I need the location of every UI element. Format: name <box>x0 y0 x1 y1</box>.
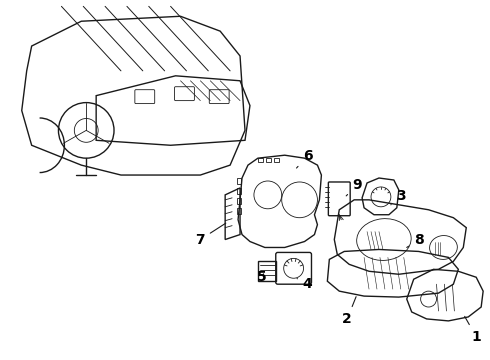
Text: 2: 2 <box>343 297 356 326</box>
Bar <box>258 158 263 162</box>
Text: 7: 7 <box>196 223 226 247</box>
Text: 8: 8 <box>407 233 423 247</box>
Bar <box>266 158 271 162</box>
Bar <box>274 158 279 162</box>
Bar <box>258 261 276 281</box>
Text: 6: 6 <box>296 149 312 168</box>
Text: 5: 5 <box>257 270 267 284</box>
Text: 3: 3 <box>391 189 406 205</box>
Text: 1: 1 <box>465 316 481 344</box>
Bar <box>237 208 241 214</box>
Bar <box>237 178 241 184</box>
Text: 9: 9 <box>346 178 362 196</box>
Text: 4: 4 <box>297 277 313 291</box>
Bar <box>237 198 241 204</box>
Bar <box>237 188 241 194</box>
